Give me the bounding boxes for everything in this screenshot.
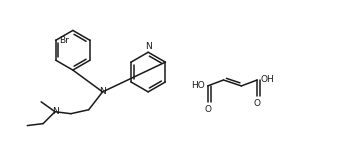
Text: HO: HO <box>191 81 205 90</box>
Text: N: N <box>52 107 58 116</box>
Text: O: O <box>204 105 211 114</box>
Text: Br: Br <box>59 36 69 45</box>
Text: OH: OH <box>260 76 274 85</box>
Text: O: O <box>254 99 261 108</box>
Text: N: N <box>145 42 151 51</box>
Text: N: N <box>99 87 106 96</box>
